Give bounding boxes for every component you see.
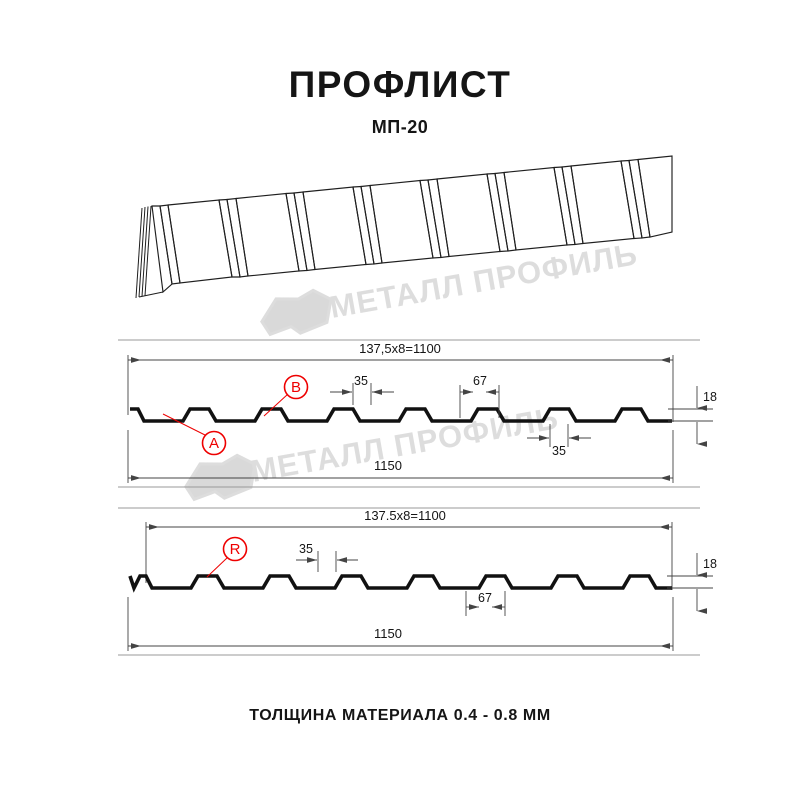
watermark-isometric: МЕТАЛЛ ПРОФИЛЬ: [260, 236, 640, 337]
dim-label-rib-top-width-2: 35: [552, 444, 566, 458]
dimension-profile-height-top: 18: [668, 386, 717, 447]
dimension-valley-width-top: 67: [459, 374, 500, 418]
dim-label-effective-width: 137.5x8=1100: [364, 508, 446, 523]
dimension-total-width-bottom: 1150: [127, 597, 674, 651]
page-subtitle: МП-20: [371, 117, 429, 137]
dim-label-profile-height: 18: [703, 390, 717, 404]
profile-outline-top: [130, 407, 672, 423]
dimension-rib-top-width-lower: 35: [527, 424, 591, 458]
dimension-valley-width-bottom: 67: [465, 591, 506, 616]
dimension-effective-width-top: 137,5x8=1100: [127, 341, 674, 422]
callout-marker-b[interactable]: B: [263, 374, 309, 417]
watermark-text: МЕТАЛЛ ПРОФИЛЬ: [327, 236, 640, 325]
cross-section-top: 137,5x8=1100 35 67 35: [118, 339, 717, 488]
dim-label-effective-width: 137,5x8=1100: [359, 341, 441, 356]
dimension-rib-top-width-upper: 35: [330, 374, 394, 405]
marker-label-r: R: [230, 541, 241, 558]
cross-section-bottom: 137.5x8=1100 35 67 18: [118, 507, 717, 656]
title-block: ПРОФЛИСТ МП-20: [0, 66, 800, 136]
callout-marker-a[interactable]: A: [162, 413, 227, 456]
dim-label-rib-top-width: 35: [299, 542, 313, 556]
dimension-profile-height-bottom: 18: [667, 553, 717, 614]
dim-label-total-width: 1150: [374, 458, 402, 473]
dim-label-rib-top-width: 35: [354, 374, 368, 388]
isometric-profile-view: [135, 155, 673, 299]
dim-label-profile-height: 18: [703, 557, 717, 571]
dim-label-total-width: 1150: [374, 626, 402, 641]
material-thickness-note: ТОЛЩИНА МАТЕРИАЛА 0.4 - 0.8 ММ: [249, 707, 551, 724]
profile-outline-bottom: [128, 574, 672, 593]
dimension-rib-top-width-bottom: 35: [296, 542, 358, 572]
dim-label-valley-width: 67: [478, 591, 492, 605]
marker-label-b: B: [291, 379, 301, 396]
callout-marker-r[interactable]: R: [206, 536, 248, 578]
marker-label-a: A: [209, 435, 219, 452]
dimension-total-width-top: 1150: [127, 430, 674, 483]
dim-label-valley-width: 67: [473, 374, 487, 388]
dimension-effective-width-bottom: 137.5x8=1100: [145, 508, 673, 590]
watermark-section-a: МЕТАЛЛ ПРОФИЛЬ: [184, 400, 561, 502]
page-title: ПРОФЛИСТ: [288, 64, 512, 105]
